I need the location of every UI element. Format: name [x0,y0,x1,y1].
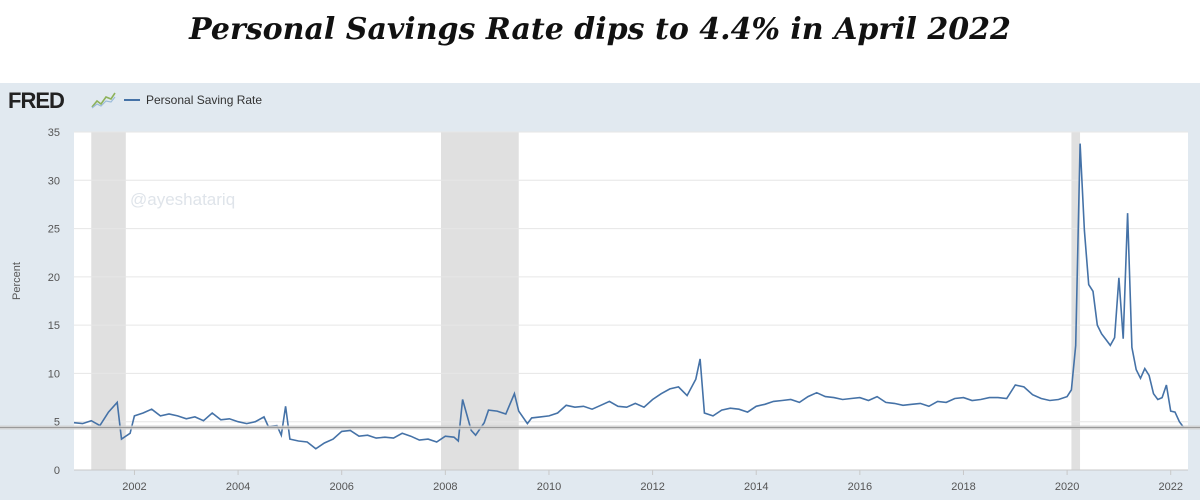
y-tick-label-30: 30 [48,175,60,187]
recession-band-1 [91,132,126,470]
x-tick-label-2020: 2020 [1055,481,1079,493]
gridlines [74,131,1188,423]
y-tick-label-10: 10 [48,368,60,380]
legend-label: Personal Saving Rate [146,93,263,107]
y-tick-label-5: 5 [54,417,60,429]
recession-band-2 [441,132,519,470]
watermark: @ayeshatariq [130,190,235,209]
x-tick-label-2012: 2012 [640,481,664,493]
y-tick-label-0: 0 [54,465,60,477]
y-tick-label-15: 15 [48,320,60,332]
x-tick-label-2006: 2006 [329,481,353,493]
recession-band-3 [1071,132,1081,470]
x-tick-label-2014: 2014 [744,481,768,493]
x-tick-label-2002: 2002 [122,481,146,493]
x-tick-label-2016: 2016 [848,481,872,493]
y-tick-label-35: 35 [48,127,60,139]
plot-area [74,132,1188,470]
x-tick-label-2018: 2018 [951,481,975,493]
y-tick-label-20: 20 [48,272,60,284]
fred-chart-icon [90,90,116,110]
x-tick-label-2008: 2008 [433,481,457,493]
y-ticks: 0 5 10 15 20 25 30 35 [48,127,60,477]
legend[interactable]: Personal Saving Rate [124,93,262,107]
x-tick-label-2004: 2004 [226,481,250,493]
headline: Personal Savings Rate dips to 4.4% in Ap… [189,12,1011,47]
x-ticks: 2002 2004 2006 2008 2010 2012 2014 2016 2018 2020… [74,469,1188,493]
y-tick-label-25: 25 [48,224,60,236]
legend-swatch [124,99,140,101]
reference-line [0,425,1200,430]
x-tick-label-2022: 2022 [1158,481,1182,493]
fred-logo[interactable]: FRED [8,88,65,113]
x-tick-label-2010: 2010 [537,481,561,493]
